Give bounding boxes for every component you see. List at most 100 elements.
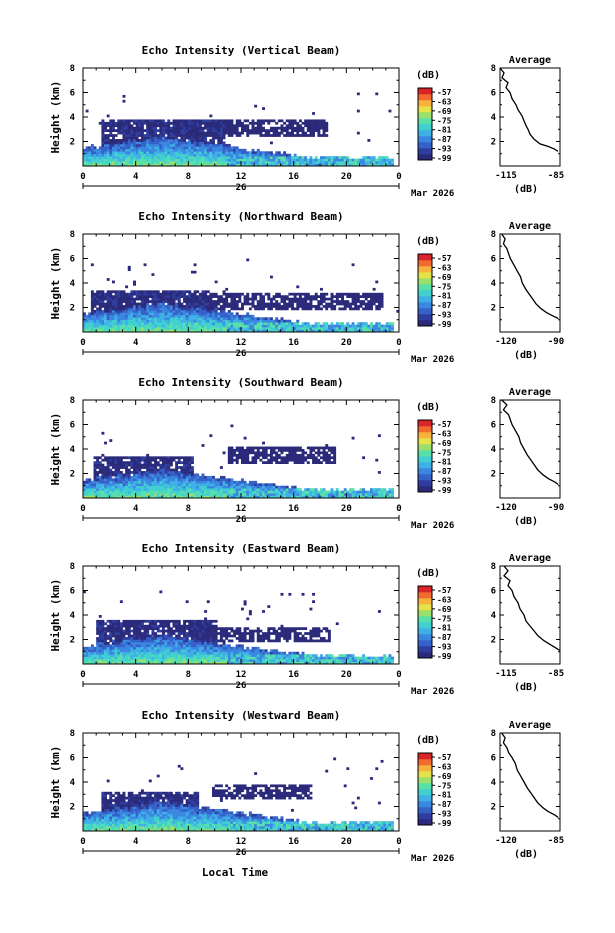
heatmap-cell [125, 146, 128, 149]
heatmap-cell [151, 310, 154, 313]
heatmap-cell [144, 144, 147, 147]
heatmap-cell [304, 298, 307, 301]
heatmap-cell [125, 640, 128, 643]
heatmap-cell [275, 491, 278, 494]
heatmap-cell [204, 142, 207, 145]
heatmap-cell [202, 127, 205, 130]
heatmap-cell [194, 295, 197, 298]
heatmap-cell [202, 293, 205, 296]
heatmap-cell [278, 491, 281, 494]
heatmap-cell [133, 456, 136, 459]
heatmap-cell [278, 456, 281, 459]
heatmap-cell [183, 132, 186, 135]
colorbar-swatch [418, 432, 432, 438]
heatmap-cell [291, 129, 294, 132]
heatmap-cell [186, 471, 189, 474]
heatmap-cell [130, 298, 133, 301]
heatmap-cell [254, 305, 257, 308]
heatmap-cell [270, 129, 273, 132]
heatmap-cell [149, 308, 152, 311]
heatmap-cell [357, 298, 360, 301]
heatmap-cell [294, 159, 297, 162]
heatmap-cell [180, 461, 183, 464]
heatmap-cell [236, 456, 239, 459]
heatmap-cell [146, 310, 149, 313]
heatmap-cell [115, 630, 118, 633]
heatmap-cell [328, 305, 331, 308]
heatmap-cell [151, 290, 154, 293]
heatmap-cell [120, 461, 123, 464]
heatmap-cell [204, 325, 207, 328]
heatmap-cell [123, 305, 126, 308]
heatmap-cell [196, 486, 199, 489]
heatmap-cell [123, 129, 126, 132]
heatmap-cell [178, 119, 181, 122]
heatmap-cell [207, 134, 210, 137]
heatmap-cell [304, 456, 307, 459]
heatmap-cell [236, 149, 239, 152]
heatmap-cell [186, 322, 189, 325]
heatmap-cell [159, 481, 162, 484]
heatmap-cell [259, 327, 262, 330]
heatmap-cell [257, 124, 260, 127]
heatmap-cell [262, 461, 265, 464]
heatmap-cell [207, 127, 210, 130]
heatmap-cell [199, 327, 202, 330]
heatmap-cell [325, 298, 328, 301]
heatmap-cell [281, 461, 284, 464]
heatmap-cell [275, 454, 278, 457]
heatmap-cell [252, 461, 255, 464]
heatmap-cell [88, 312, 91, 315]
colorbar-swatch [418, 142, 432, 148]
heatmap-cell [246, 451, 249, 454]
heatmap-cell [146, 154, 149, 157]
heatmap-cell [115, 654, 118, 657]
heatmap-cell [117, 124, 120, 127]
heatmap-cell [159, 293, 162, 296]
heatmap-cell [283, 320, 286, 323]
heatmap-cell [112, 632, 115, 635]
heatmap-cell [120, 142, 123, 145]
heatmap-cell [120, 640, 123, 643]
heatmap-cell [186, 469, 189, 472]
heatmap-cell [99, 483, 102, 486]
heatmap-cell [128, 654, 131, 657]
heatmap-cell [159, 312, 162, 315]
heatmap-cell [104, 327, 107, 330]
heatmap-cell [149, 493, 152, 496]
heatmap-cell [265, 325, 268, 328]
heatmap-cell [96, 322, 99, 325]
heatmap-cell [204, 137, 207, 140]
heatmap-cell [130, 293, 133, 296]
heatmap-cell [352, 303, 355, 306]
heatmap-cell [117, 627, 120, 630]
heatmap-cell [109, 632, 112, 635]
heatmap-cell [159, 134, 162, 137]
heatmap-cell [165, 122, 168, 125]
heatmap-cell [128, 476, 131, 479]
heatmap-cell [99, 659, 102, 662]
heatmap-cell [107, 156, 110, 159]
heatmap-cell [167, 144, 170, 147]
heatmap-cell [136, 320, 139, 323]
heatmap-cell [220, 483, 223, 486]
heatmap-cell [281, 308, 284, 311]
heatmap-cell [115, 488, 118, 491]
heatmap-cell [146, 139, 149, 142]
heatmap-cell [352, 488, 355, 491]
heatmap-cell [225, 295, 228, 298]
heatmap-cell [173, 146, 176, 149]
heatmap-cell [286, 132, 289, 135]
heatmap-cell [391, 488, 394, 491]
heatmap-cell [299, 305, 302, 308]
heatmap-cell [157, 154, 160, 157]
heatmap-cell [233, 129, 236, 132]
heatmap-cell [149, 154, 152, 157]
heatmap-cell [291, 322, 294, 325]
heatmap-cell [194, 290, 197, 293]
heatmap-cell [302, 322, 305, 325]
heatmap-cell [233, 295, 236, 298]
heatmap-cell [307, 124, 310, 127]
x-tick-label: 4 [133, 338, 139, 348]
heatmap-cell [230, 493, 233, 496]
